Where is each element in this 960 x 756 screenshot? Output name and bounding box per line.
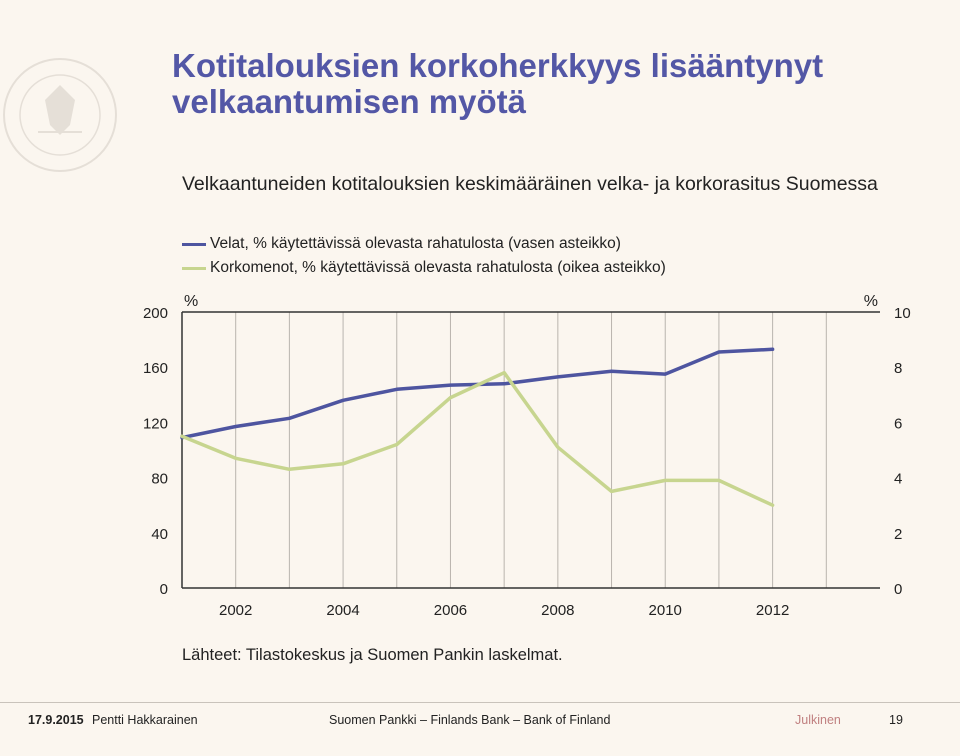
ytick-label-left: 80	[151, 471, 168, 488]
footer-classification: Julkinen	[795, 713, 841, 727]
ytick-label-left: 200	[143, 305, 168, 322]
chart-legend: Velat, % käytettävissä olevasta rahatulo…	[182, 232, 666, 280]
ytick-label-right: 2	[894, 526, 902, 543]
series-line-debt	[180, 347, 775, 440]
footer: 17.9.2015 Pentti Hakkarainen Suomen Pank…	[0, 702, 960, 739]
xtick-label: 2002	[219, 602, 252, 619]
chart: 0 40 80 120 160 200 0 2 4 6 8 10 2002 2004 2006 2008 201…	[143, 293, 911, 619]
right-axis-unit: %	[864, 293, 878, 310]
xtick-label: 2010	[649, 602, 682, 619]
left-axis-unit: %	[184, 293, 198, 310]
footer-page-number: 19	[889, 713, 903, 727]
footer-author: Pentti Hakkarainen	[92, 713, 198, 727]
ytick-label-left: 160	[143, 360, 168, 377]
ytick-label-left: 40	[151, 526, 168, 543]
legend-label-debt: Velat, % käytettävissä olevasta rahatulo…	[210, 235, 621, 252]
ytick-label-right: 6	[894, 415, 902, 432]
xtick-label: 2012	[756, 602, 789, 619]
ytick-label-left: 120	[143, 415, 168, 432]
bank-seal-logo	[3, 58, 117, 172]
legend-item-interest: Korkomenot, % käytettävissä olevasta rah…	[182, 256, 666, 280]
ytick-label-right: 0	[894, 581, 902, 598]
legend-swatch-interest	[182, 266, 206, 270]
xtick-label: 2006	[434, 602, 467, 619]
slide-title: Kotitalouksien korkoherkkyys lisääntynyt…	[172, 47, 824, 120]
footer-organization: Suomen Pankki – Finlands Bank – Bank of …	[329, 713, 611, 727]
legend-swatch-debt	[182, 242, 206, 246]
xtick-label: 2008	[541, 602, 574, 619]
series-line-interest	[180, 370, 775, 507]
ytick-label-right: 10	[894, 305, 911, 322]
legend-item-debt: Velat, % käytettävissä olevasta rahatulo…	[182, 232, 666, 256]
source-note: Lähteet: Tilastokeskus ja Suomen Pankin …	[182, 646, 563, 664]
footer-date: 17.9.2015	[28, 713, 84, 727]
ytick-label-right: 4	[894, 471, 902, 488]
xtick-label: 2004	[326, 602, 359, 619]
ytick-label-left: 0	[160, 581, 168, 598]
legend-label-interest: Korkomenot, % käytettävissä olevasta rah…	[210, 259, 666, 276]
ytick-label-right: 8	[894, 360, 902, 377]
chart-subtitle: Velkaantuneiden kotitalouksien keskimäär…	[182, 173, 878, 195]
